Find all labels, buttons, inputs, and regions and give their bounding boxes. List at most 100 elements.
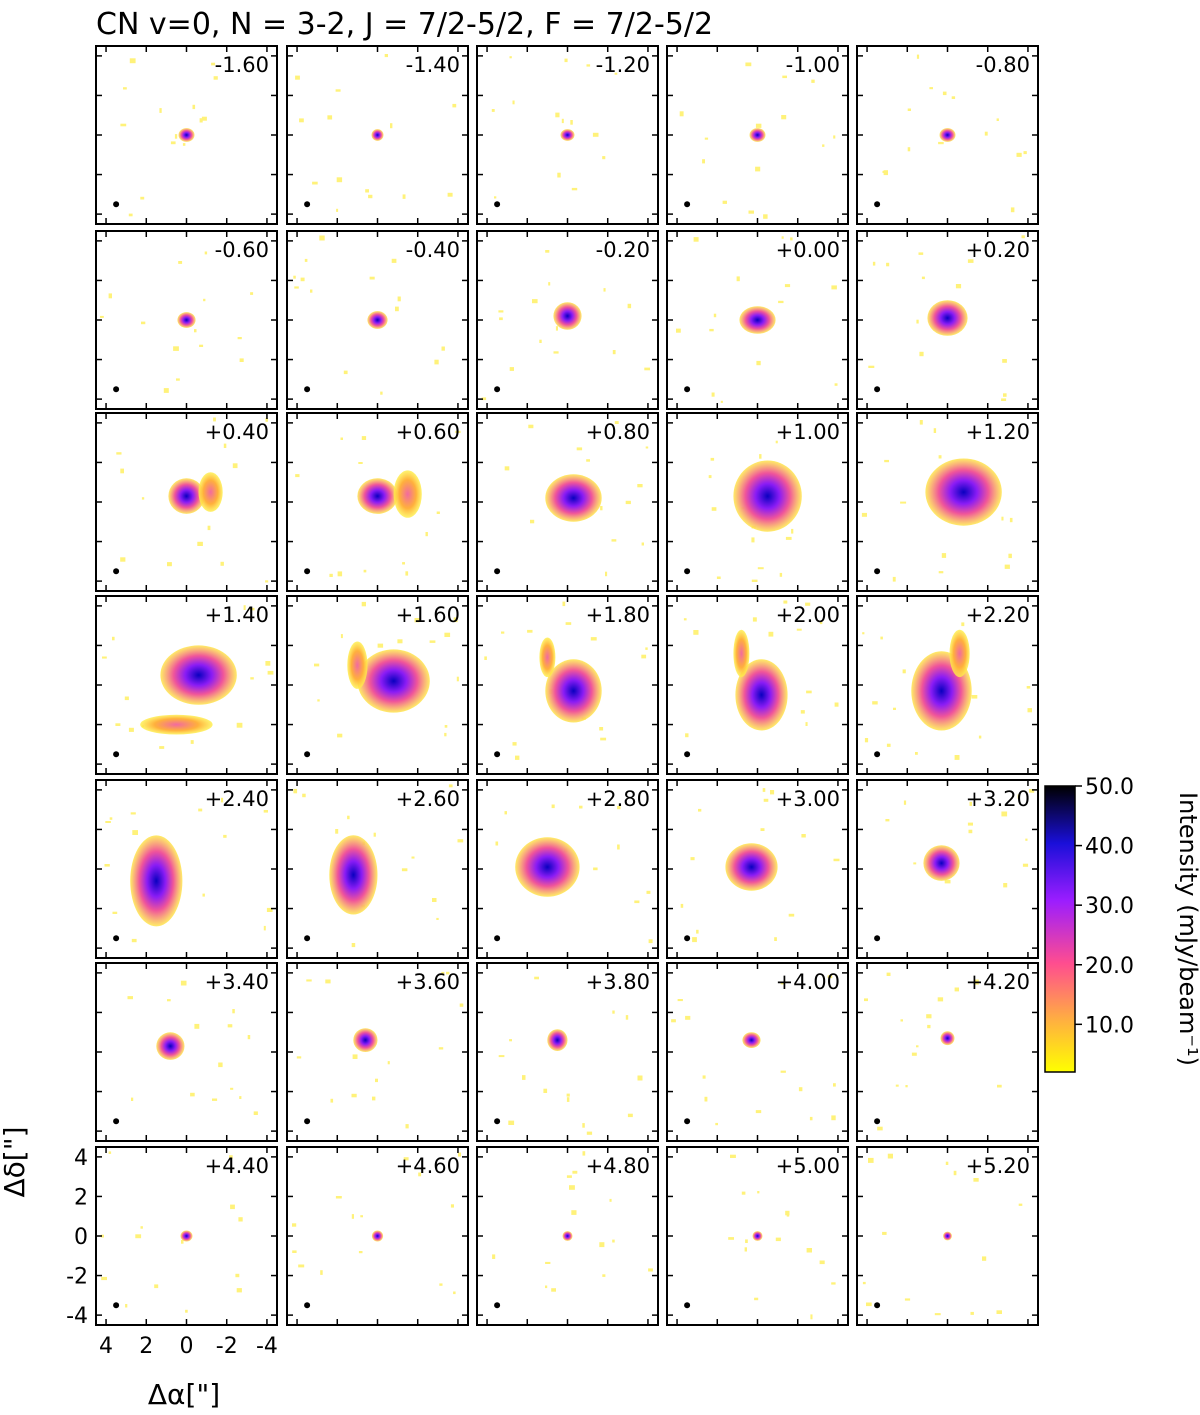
- emission-region: [939, 128, 956, 142]
- noise-pixel: [384, 54, 388, 58]
- noise-pixel: [1010, 207, 1015, 213]
- channel-panel: -1.20: [476, 45, 659, 225]
- noise-pixel: [921, 276, 925, 280]
- noise-pixel: [833, 135, 836, 139]
- noise-pixel: [124, 696, 129, 701]
- noise-pixel: [798, 1087, 803, 1092]
- velocity-label: +4.00: [776, 970, 840, 994]
- noise-pixel: [347, 815, 350, 820]
- noise-pixel: [954, 987, 959, 992]
- noise-pixel: [229, 1155, 233, 1159]
- noise-pixel: [509, 1039, 512, 1042]
- noise-pixel: [715, 1122, 718, 1126]
- noise-pixel: [377, 643, 384, 648]
- noise-pixel: [239, 1096, 242, 1099]
- noise-pixel: [1018, 1203, 1023, 1206]
- emission-region: [130, 835, 183, 927]
- beam-marker: [684, 201, 691, 208]
- noise-pixel: [961, 622, 965, 627]
- noise-pixel: [105, 821, 111, 823]
- noise-pixel: [402, 194, 406, 199]
- noise-pixel: [232, 1009, 235, 1014]
- beam-marker: [304, 386, 311, 393]
- noise-pixel: [141, 497, 145, 500]
- noise-pixel: [882, 1231, 887, 1235]
- noise-pixel: [131, 938, 137, 943]
- noise-pixel: [265, 661, 271, 666]
- noise-pixel: [236, 1288, 242, 1293]
- noise-pixel: [679, 111, 684, 117]
- noise-pixel: [534, 976, 539, 980]
- noise-pixel: [569, 1185, 575, 1190]
- velocity-label: -0.60: [215, 238, 269, 262]
- noise-pixel: [982, 1256, 987, 1261]
- noise-pixel: [759, 454, 762, 459]
- noise-pixel: [768, 631, 774, 637]
- beam-marker: [494, 568, 501, 575]
- noise-pixel: [397, 639, 403, 644]
- noise-pixel: [617, 805, 621, 810]
- noise-pixel: [968, 829, 973, 834]
- noise-pixel: [903, 800, 907, 805]
- noise-pixel: [192, 104, 196, 110]
- noise-pixel: [938, 455, 942, 459]
- emission-region: [733, 629, 750, 678]
- emission-region: [353, 1028, 378, 1052]
- noise-pixel: [302, 793, 306, 798]
- noise-pixel: [775, 440, 778, 444]
- noise-pixel: [710, 457, 715, 461]
- noise-pixel: [557, 172, 561, 178]
- noise-pixel: [566, 1093, 570, 1097]
- emission-region: [735, 659, 788, 731]
- noise-pixel: [494, 196, 497, 199]
- noise-pixel: [181, 1239, 184, 1244]
- noise-pixel: [627, 303, 632, 309]
- noise-pixel: [265, 417, 268, 422]
- emission-region: [539, 637, 556, 678]
- noise-pixel: [927, 1024, 931, 1029]
- velocity-label: +5.20: [966, 1154, 1030, 1178]
- noise-pixel: [436, 511, 440, 514]
- emission-region: [515, 837, 580, 897]
- noise-pixel: [788, 913, 795, 917]
- noise-pixel: [763, 214, 768, 219]
- beam-marker: [113, 751, 120, 758]
- colorbar-tick-label: 30.0: [1085, 894, 1134, 919]
- noise-pixel: [481, 397, 487, 401]
- noise-pixel: [391, 258, 397, 263]
- noise-pixel: [862, 1281, 866, 1285]
- velocity-label: +0.20: [966, 238, 1030, 262]
- noise-pixel: [868, 1157, 874, 1163]
- noise-pixel: [249, 607, 255, 611]
- emission-region: [367, 311, 388, 329]
- noise-pixel: [1026, 686, 1031, 689]
- noise-pixel: [109, 817, 113, 820]
- beam-marker: [494, 935, 501, 942]
- noise-pixel: [202, 893, 205, 897]
- noise-pixel: [755, 166, 761, 172]
- noise-pixel: [880, 636, 883, 640]
- velocity-label: -1.40: [406, 53, 460, 77]
- noise-pixel: [293, 788, 298, 794]
- noise-pixel: [441, 346, 445, 351]
- noise-pixel: [555, 326, 558, 331]
- velocity-label: +1.00: [776, 420, 840, 444]
- noise-pixel: [941, 553, 947, 558]
- beam-marker: [113, 386, 120, 393]
- noise-pixel: [902, 669, 906, 674]
- colorbar-tick-label: 50.0: [1085, 775, 1134, 800]
- noise-pixel: [194, 329, 197, 333]
- noise-pixel: [565, 622, 572, 625]
- velocity-label: +2.80: [586, 787, 650, 811]
- noise-pixel: [194, 1023, 200, 1029]
- noise-pixel: [501, 631, 505, 634]
- noise-pixel: [319, 235, 325, 241]
- noise-pixel: [190, 1092, 195, 1097]
- noise-pixel: [916, 54, 920, 59]
- noise-pixel: [411, 856, 415, 859]
- noise-pixel: [582, 1151, 586, 1156]
- noise-pixel: [625, 500, 631, 505]
- noise-pixel: [872, 701, 878, 705]
- channel-panel: +3.20: [856, 779, 1039, 959]
- noise-pixel: [779, 572, 783, 577]
